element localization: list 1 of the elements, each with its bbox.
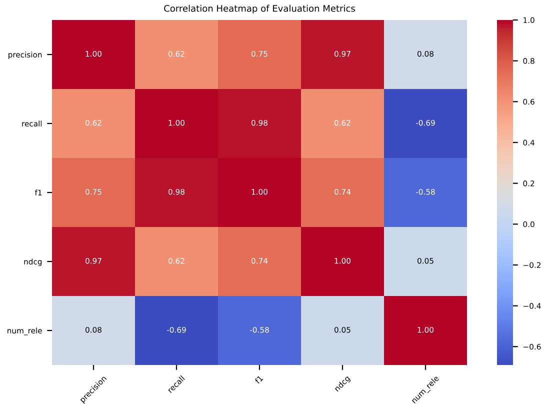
- chart-title: Correlation Heatmap of Evaluation Metrics: [164, 4, 355, 14]
